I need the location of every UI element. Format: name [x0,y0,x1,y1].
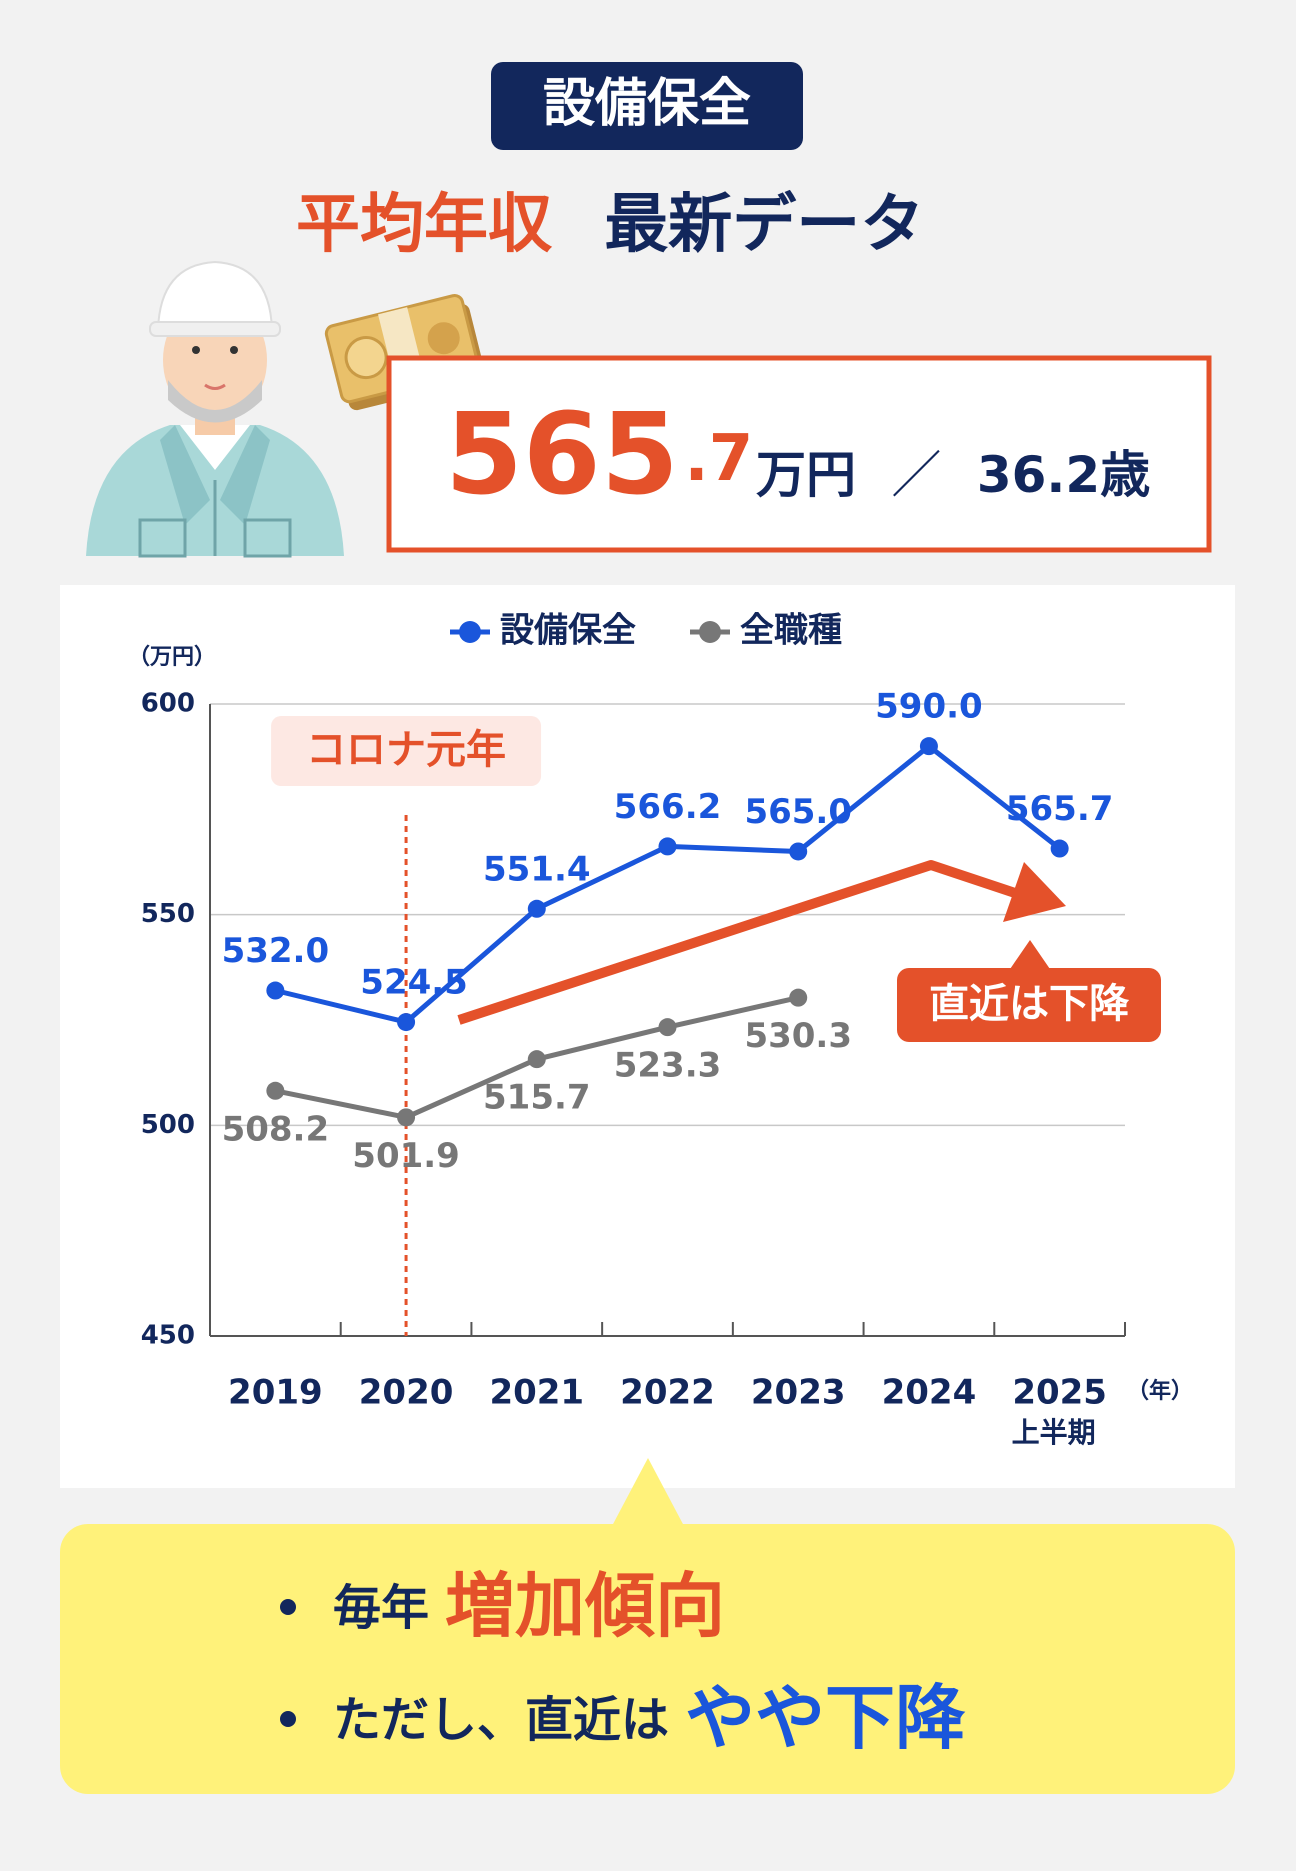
data-label: 523.3 [614,1046,722,1086]
x-tick-label: 2019 [228,1373,323,1413]
data-point [658,837,677,856]
headline-rest: 最新データ [604,188,924,262]
bullet-text: 毎年 増加傾向 [333,1565,725,1647]
chart: 設備保全 全職種 （万円） 450 500 550 600 2019 2020 2021 2022 2… [128,611,1193,1450]
badge [491,62,803,150]
data-point [527,899,546,918]
y-tick-label: 550 [141,899,195,929]
callout-pointer [612,1458,684,1526]
y-tick-label: 450 [141,1321,195,1351]
summary-box [386,355,1212,553]
x-unit: （年） [1127,1378,1193,1404]
data-label: 515.7 [483,1078,591,1118]
y-tick-label: 600 [141,689,195,719]
bullet-dot [280,1599,296,1615]
legend-marker [459,621,481,643]
callout [60,1524,1235,1794]
x-tick-label: 2023 [751,1373,846,1413]
data-label: 551.4 [483,849,591,889]
data-label: 501.9 [352,1136,460,1176]
data-point [789,988,808,1007]
headline: 平均年収 最新データ [296,188,924,262]
bullet-plain: ただし、直近は [333,1692,669,1748]
x-tick-label: 2021 [489,1373,584,1413]
x-category-note: 上半期 [1012,1416,1096,1449]
bullet-highlight: 増加傾向 [445,1565,725,1647]
annotation-label: 直近は下降 [929,981,1130,1027]
data-label: 524.5 [360,963,468,1003]
salary-dec: .7 [684,422,753,496]
annotation-label: コロナ元年 [306,727,506,773]
summary-separator: ／ [891,446,941,504]
legend-marker [699,621,721,643]
data-label: 565.0 [744,792,852,832]
trend-arrowhead [1003,862,1066,922]
legend-label: 全職種 [740,611,842,651]
data-point [266,981,285,1000]
x-tick-label: 2020 [359,1373,454,1413]
x-tick-label: 2024 [882,1373,977,1413]
summary-rest: 万円 ／ 36.2歳 [756,446,1150,504]
data-label: 590.0 [875,687,983,727]
data-point [1050,839,1069,858]
badge-text: 設備保全 [543,74,751,134]
trend-arrow [457,860,1017,1025]
y-tick-label: 500 [141,1110,195,1140]
data-point [789,842,808,861]
bullet-text: ただし、直近は やや下降 [333,1677,966,1759]
x-tick-label: 2022 [620,1373,715,1413]
legend-label: 設備保全 [500,611,636,651]
summary-age: 36.2歳 [977,446,1150,504]
data-label: 532.0 [222,931,330,971]
data-point [919,737,938,756]
data-label: 566.2 [614,787,722,827]
salary-int: 565 [445,390,679,520]
summary-unit: 万円 [756,446,856,504]
data-point [397,1108,416,1127]
annotation-box [897,968,1161,1042]
data-label: 508.2 [222,1109,330,1149]
bullet-plain: 毎年 [333,1580,429,1636]
y-unit: （万円） [128,645,216,670]
bullet-highlight: やや下降 [685,1677,966,1759]
headline-highlight: 平均年収 [296,188,553,262]
annotation-box [271,716,542,786]
data-point [397,1013,416,1032]
data-point [527,1050,546,1069]
data-point [266,1081,285,1100]
data-point [658,1018,677,1037]
worker-illustration [86,260,344,558]
data-label: 565.7 [1006,789,1114,829]
data-label: 530.3 [744,1016,852,1056]
annotation-pointer [1008,940,1052,972]
bullet-dot [280,1711,296,1727]
x-tick-label: 2025 [1012,1373,1107,1413]
salary: 565 .7 [445,390,753,520]
